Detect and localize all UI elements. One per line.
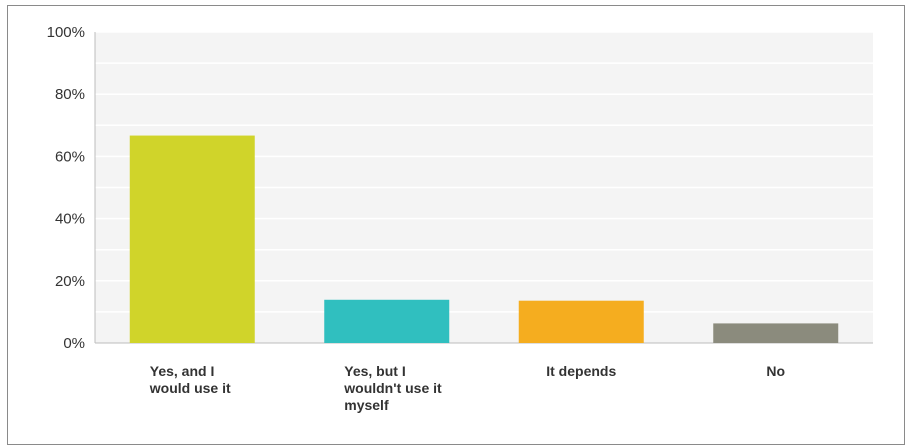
x-tick-label: It depends [519, 363, 644, 380]
y-tick-label: 60% [55, 148, 85, 165]
y-tick-label: 20% [55, 273, 85, 290]
y-tick-label: 80% [55, 86, 85, 103]
x-tick-label-line: No [766, 363, 786, 379]
x-tick-label-line: Yes, and I [149, 363, 215, 379]
y-tick-label: 40% [55, 211, 85, 228]
x-tick-label-line: It depends [546, 363, 617, 379]
bar-chart: 0% 20% 40% 60% 80% 100% [47, 24, 873, 352]
y-tick-label: 100% [47, 24, 85, 41]
x-tick-label-line: myself [344, 397, 389, 413]
y-tick-label: 0% [63, 335, 85, 352]
x-tick-label-line: wouldn't use it [344, 380, 442, 396]
x-tick-label-line: Yes, but I [344, 363, 406, 379]
bar [324, 299, 450, 343]
bar [713, 323, 839, 343]
x-tick-label: No [713, 363, 838, 380]
x-tick-label-line: would use it [149, 380, 231, 396]
bar [518, 300, 644, 343]
bar [129, 135, 255, 343]
